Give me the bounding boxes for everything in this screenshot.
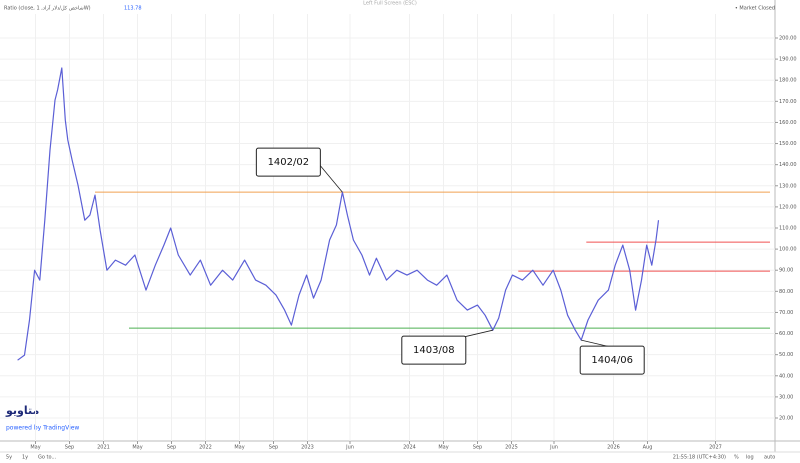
- x-tick-label: 2024: [403, 445, 416, 451]
- y-tick-label: 100.00: [779, 247, 797, 253]
- range-button[interactable]: Go to...: [38, 455, 57, 461]
- y-tick-label: 40.00: [779, 373, 793, 379]
- y-tick-label: 150.00: [779, 141, 797, 147]
- x-tick-label: 2023: [301, 445, 314, 451]
- x-tick-label: Sep: [65, 445, 74, 451]
- last-value: 113.78: [124, 6, 142, 12]
- powered-by: powered by TradingView: [6, 425, 79, 432]
- x-tick-label: Sep: [269, 445, 278, 451]
- y-tick-label: 80.00: [779, 289, 793, 295]
- y-tick-label: 130.00: [779, 183, 797, 189]
- x-tick-label: May: [132, 445, 142, 451]
- y-tick-label: 170.00: [779, 99, 797, 105]
- y-tick-label: 30.00: [779, 394, 793, 400]
- x-tick-label: Sep: [167, 445, 176, 451]
- x-tick-label: 2022: [199, 445, 212, 451]
- line-series: [17, 67, 660, 361]
- option-button[interactable]: log: [746, 455, 754, 461]
- y-tick-label: 110.00: [779, 226, 797, 232]
- x-tick-label: Jun: [549, 445, 558, 451]
- y-tick-label: 190.00: [779, 57, 797, 63]
- y-tick-label: 140.00: [779, 162, 797, 168]
- annotation-label: 1403/08: [413, 345, 455, 356]
- x-tick-label: 2026: [607, 445, 620, 451]
- x-tick-label: May: [438, 445, 448, 451]
- y-tick-label: 70.00: [779, 310, 793, 316]
- x-tick-label: Sep: [473, 445, 482, 451]
- option-button[interactable]: %: [734, 455, 739, 461]
- y-tick-label: 60.00: [779, 331, 793, 337]
- fullscreen-hint[interactable]: Left Full Screen (ESC): [363, 1, 417, 7]
- symbol: Ratio (close, شاخص کل/دلار آزاد, 1W): [4, 5, 91, 12]
- y-tick-label: 90.00: [779, 268, 793, 274]
- y-tick-label: 20.00: [779, 416, 793, 422]
- x-tick-label: May: [234, 445, 244, 451]
- annotation-box: [579, 345, 645, 375]
- x-tick-label: 2027: [709, 445, 722, 451]
- annotation-label: 1404/06: [591, 355, 633, 366]
- option-button[interactable]: auto: [764, 455, 775, 461]
- annotation-arrow: [317, 161, 343, 193]
- range-button[interactable]: 5y: [6, 455, 12, 461]
- clock: 21:55:18 (UTC+4:30): [673, 455, 726, 461]
- market-status: • Market Closed: [735, 6, 775, 12]
- annotation-arrow: [462, 329, 493, 338]
- x-tick-label: Aug: [643, 445, 653, 451]
- x-tick-label: 2025: [505, 445, 518, 451]
- annotation-box: [401, 335, 467, 365]
- brand: متاویو: [5, 404, 39, 417]
- annotation-label: 1402/02: [268, 157, 310, 168]
- range-button[interactable]: 1y: [22, 455, 28, 461]
- x-tick-label: Jun: [345, 445, 354, 451]
- annotation-box: [255, 147, 321, 177]
- y-tick-label: 160.00: [779, 120, 797, 126]
- x-tick-label: May: [30, 445, 40, 451]
- y-tick-label: 120.00: [779, 204, 797, 210]
- y-tick-label: 200.00: [779, 36, 797, 42]
- y-tick-label: 180.00: [779, 78, 797, 84]
- y-tick-label: 50.00: [779, 352, 793, 358]
- x-tick-label: 2021: [97, 445, 110, 451]
